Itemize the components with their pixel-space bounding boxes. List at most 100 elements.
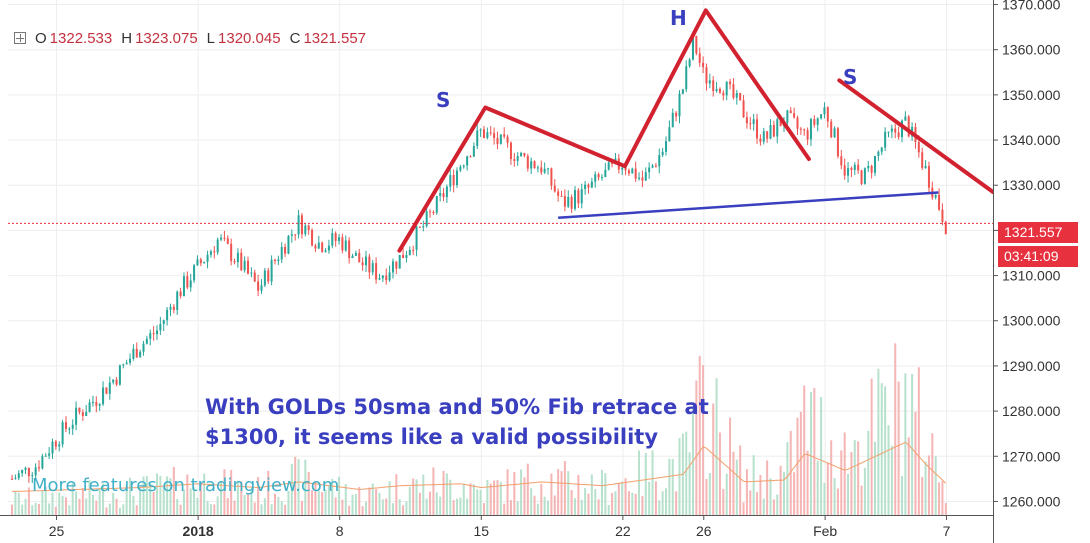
volume-bar — [395, 474, 398, 515]
candle-body — [129, 358, 132, 363]
candle-body — [688, 59, 691, 67]
candle-body — [304, 225, 307, 235]
volume-bar — [381, 499, 384, 515]
candle-body — [809, 119, 812, 140]
volume-bar — [489, 483, 492, 515]
candle-body — [708, 80, 711, 84]
candle-body — [907, 116, 910, 137]
volume-bar — [240, 481, 243, 515]
volume-bar — [459, 497, 462, 515]
candle-body — [803, 129, 806, 131]
volume-bar — [540, 483, 543, 515]
candle-body — [51, 441, 54, 454]
x-tick-label: 8 — [336, 523, 344, 539]
tradingview-link[interactable]: More features on tradingview.com — [32, 475, 340, 496]
candle-body — [543, 168, 546, 173]
volume-bar — [887, 425, 890, 515]
candle-body — [139, 351, 142, 358]
candle-body — [597, 174, 600, 178]
volume-bar — [368, 487, 371, 515]
volume-bar — [648, 481, 651, 515]
candle-body — [887, 131, 890, 133]
x-tick-label: 25 — [49, 523, 65, 539]
volume-bar — [799, 411, 802, 515]
candle-body — [621, 167, 624, 170]
volume-bar — [61, 496, 64, 515]
candle-body — [944, 222, 947, 235]
volume-bar — [523, 477, 526, 515]
volume-bar — [54, 506, 57, 515]
volume-bar — [159, 475, 162, 515]
volume-bar — [496, 480, 499, 515]
candle-body — [624, 167, 627, 171]
candle-body — [41, 456, 44, 469]
volume-bar — [641, 496, 644, 515]
volume-bar — [432, 467, 435, 515]
volume-bar — [199, 483, 202, 515]
candle-body — [48, 453, 51, 456]
crosshair-icon[interactable] — [14, 32, 26, 44]
volume-bar — [870, 378, 873, 515]
candle-body — [14, 478, 17, 480]
volume-bar — [793, 472, 796, 515]
candle-body — [112, 379, 115, 383]
volume-bar — [658, 500, 661, 515]
candle-body — [867, 165, 870, 169]
candle-body — [91, 402, 94, 404]
volume-bar — [233, 500, 236, 515]
candle-body — [284, 247, 287, 254]
candle-body — [199, 259, 202, 264]
y-tick-label: 1270.000 — [1002, 448, 1061, 464]
volume-bar — [469, 483, 472, 515]
volume-bar — [722, 489, 725, 515]
candle-body — [547, 168, 550, 170]
candle-body — [243, 260, 246, 271]
volume-bar — [452, 500, 455, 515]
candle-body — [415, 226, 418, 250]
volume-bar — [331, 478, 334, 515]
volume-bar — [145, 476, 148, 515]
candle-body — [381, 275, 384, 279]
volume-bar — [749, 490, 752, 515]
candle-body — [691, 35, 694, 60]
volume-bar — [779, 465, 782, 515]
candle-body — [166, 309, 169, 321]
volume-bar — [587, 493, 590, 515]
volume-bar — [321, 492, 324, 515]
candle-body — [459, 166, 462, 171]
volume-bar — [270, 504, 273, 515]
volume-bar — [257, 477, 260, 515]
volume-bar — [91, 494, 94, 515]
volume-bar — [668, 458, 671, 515]
candle-body — [506, 136, 509, 143]
volume-bar — [638, 450, 641, 515]
volume-bar — [388, 481, 391, 515]
candle-body — [533, 161, 536, 169]
candlesticks — [11, 31, 947, 483]
volume-bar — [166, 476, 169, 515]
candle-body — [567, 196, 570, 207]
volume-bar — [58, 492, 61, 515]
candle-body — [247, 260, 250, 274]
volume-bar — [361, 506, 364, 515]
volume-bar — [921, 477, 924, 515]
candle-body — [81, 412, 84, 416]
volume-bar — [745, 469, 748, 515]
volume-bar — [813, 388, 816, 515]
candle-body — [890, 128, 893, 132]
candle-body — [253, 272, 256, 282]
volume-bar — [607, 504, 610, 515]
volume-bar — [462, 484, 465, 515]
candle-body — [142, 343, 145, 352]
volume-bar — [34, 502, 37, 515]
volume-bar — [364, 501, 368, 515]
volume-bar — [102, 483, 105, 515]
volume-bar — [611, 493, 614, 515]
high-label: H — [121, 30, 133, 47]
volume-bar — [631, 492, 634, 515]
volume-bar — [196, 497, 199, 515]
volume-bar — [621, 481, 624, 515]
volume-bar — [14, 490, 17, 515]
